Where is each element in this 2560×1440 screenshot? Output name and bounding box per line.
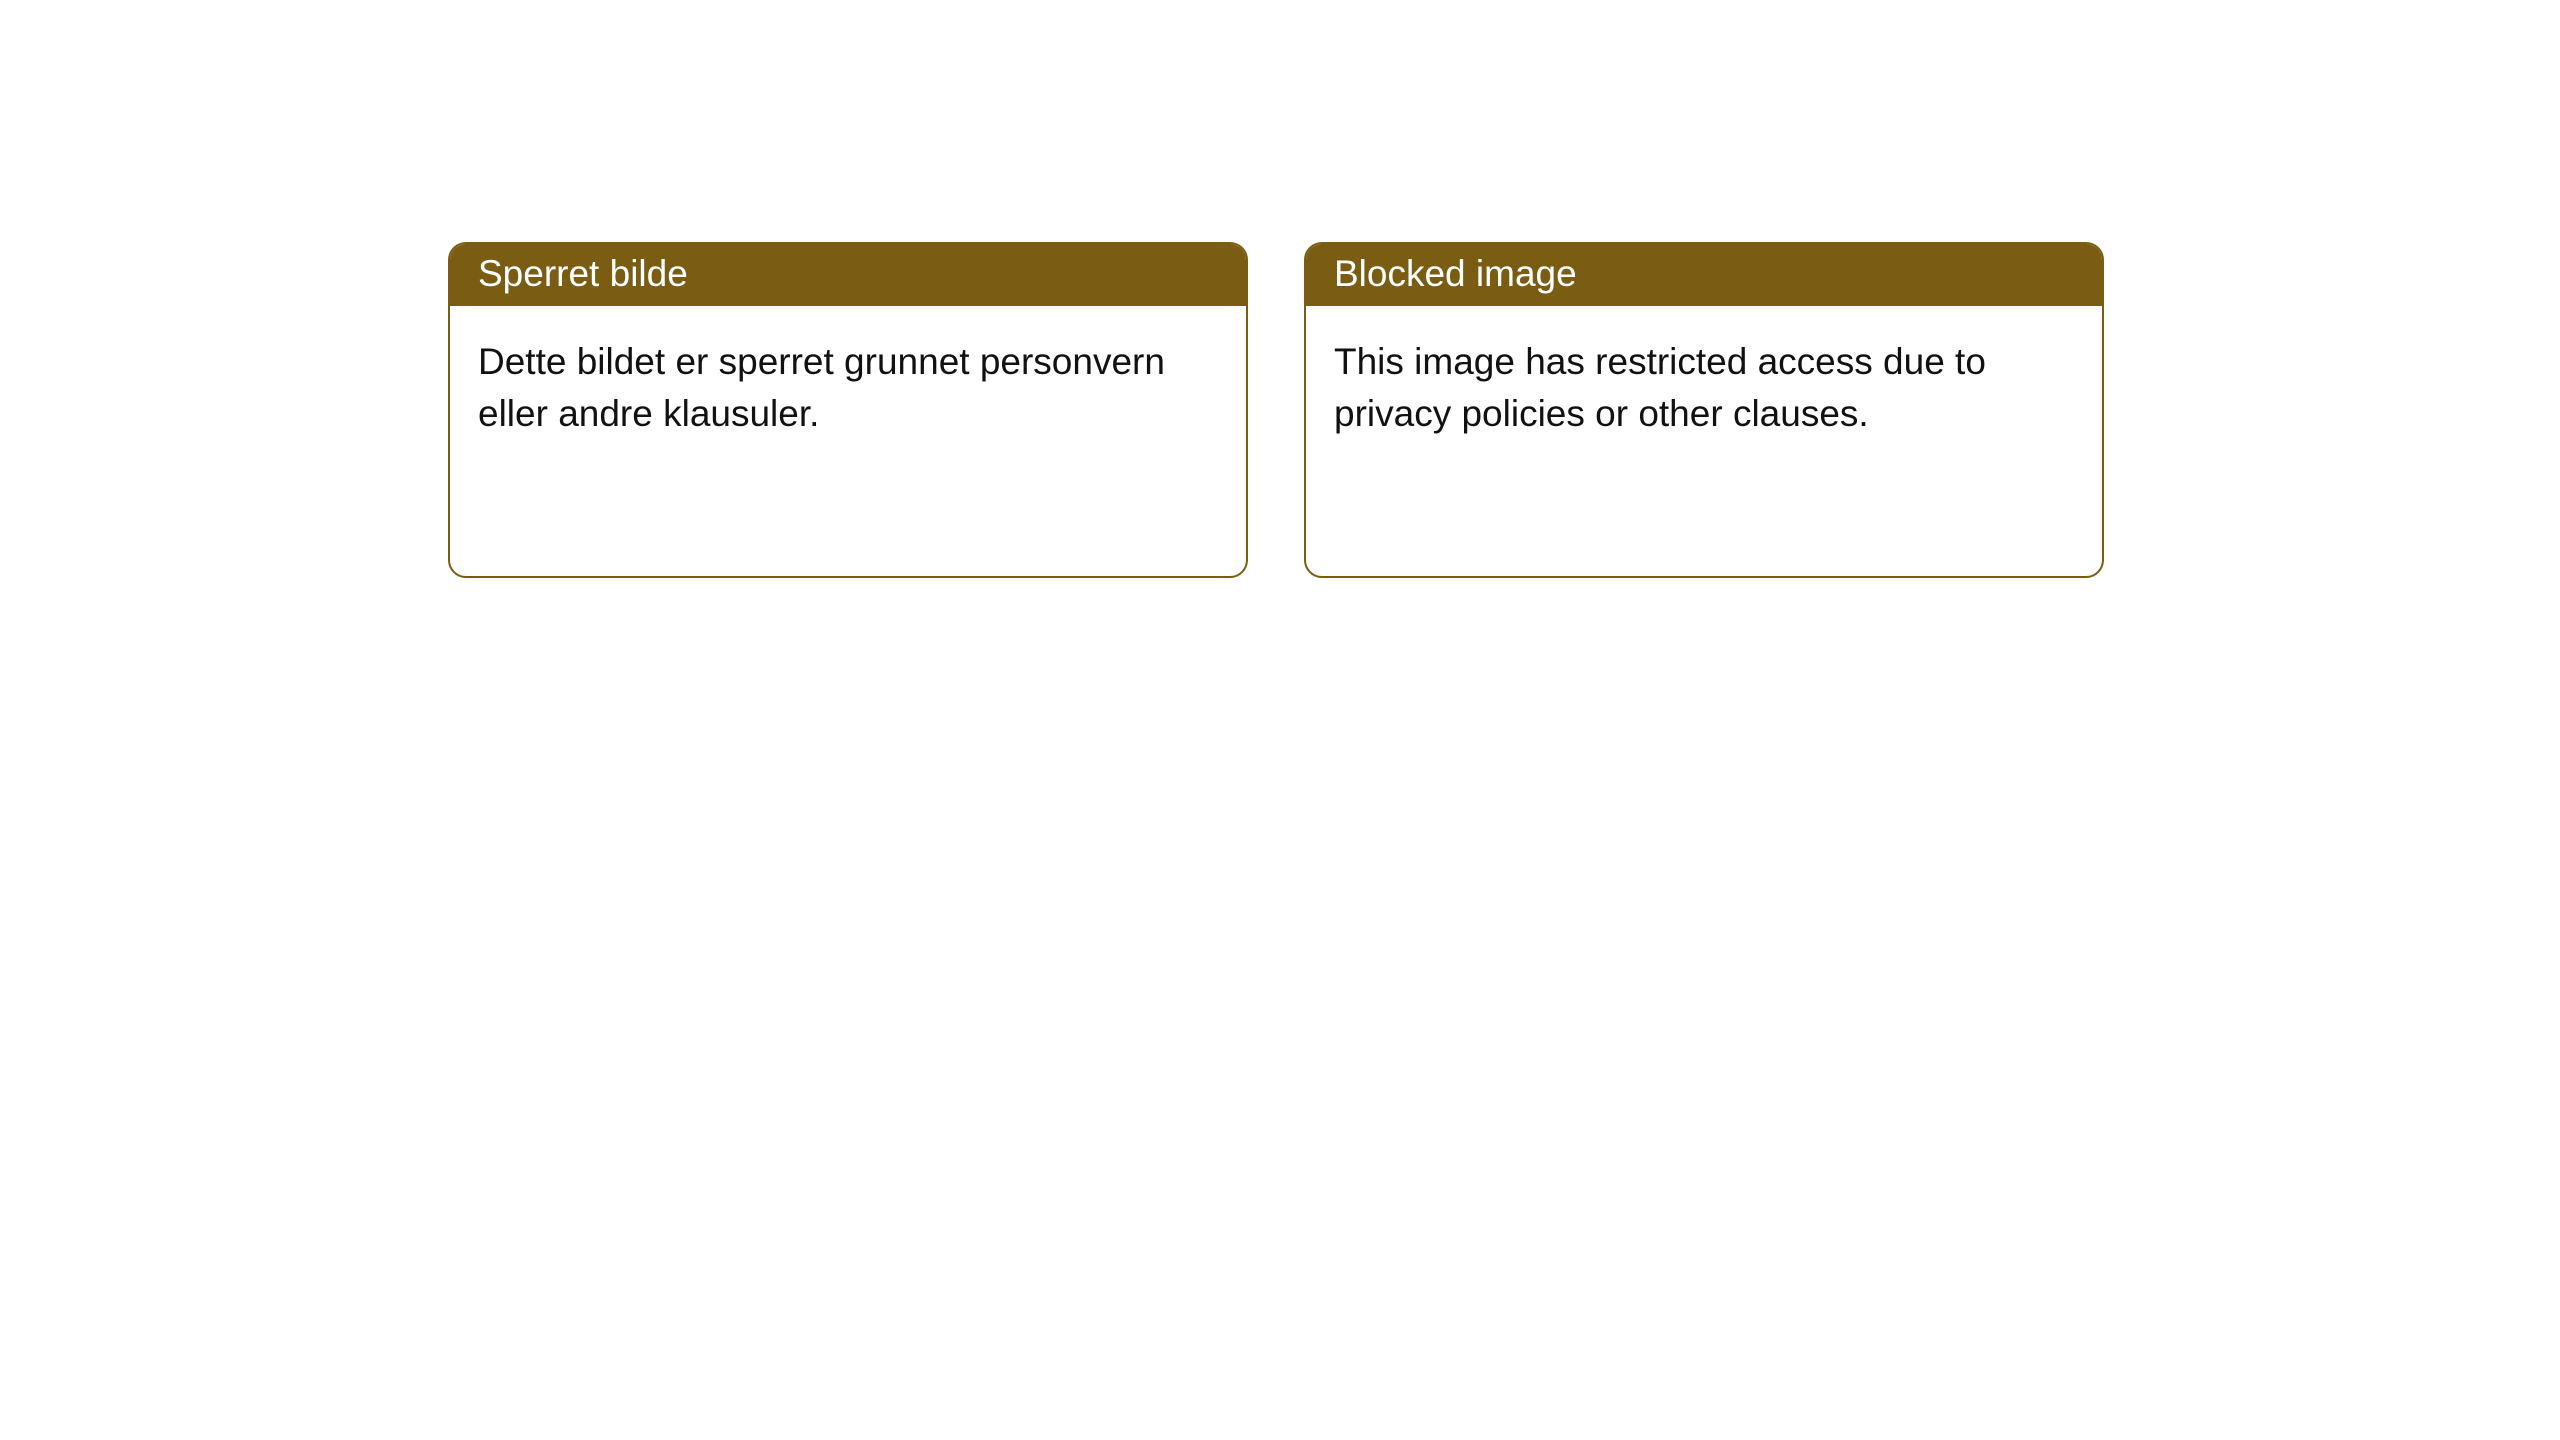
card-header: Blocked image — [1306, 244, 2102, 306]
card-body: Dette bildet er sperret grunnet personve… — [450, 306, 1246, 470]
blocked-image-card-en: Blocked image This image has restricted … — [1304, 242, 2104, 578]
card-header: Sperret bilde — [450, 244, 1246, 306]
cards-container: Sperret bilde Dette bildet er sperret gr… — [0, 0, 2560, 578]
card-body: This image has restricted access due to … — [1306, 306, 2102, 470]
blocked-image-card-no: Sperret bilde Dette bildet er sperret gr… — [448, 242, 1248, 578]
